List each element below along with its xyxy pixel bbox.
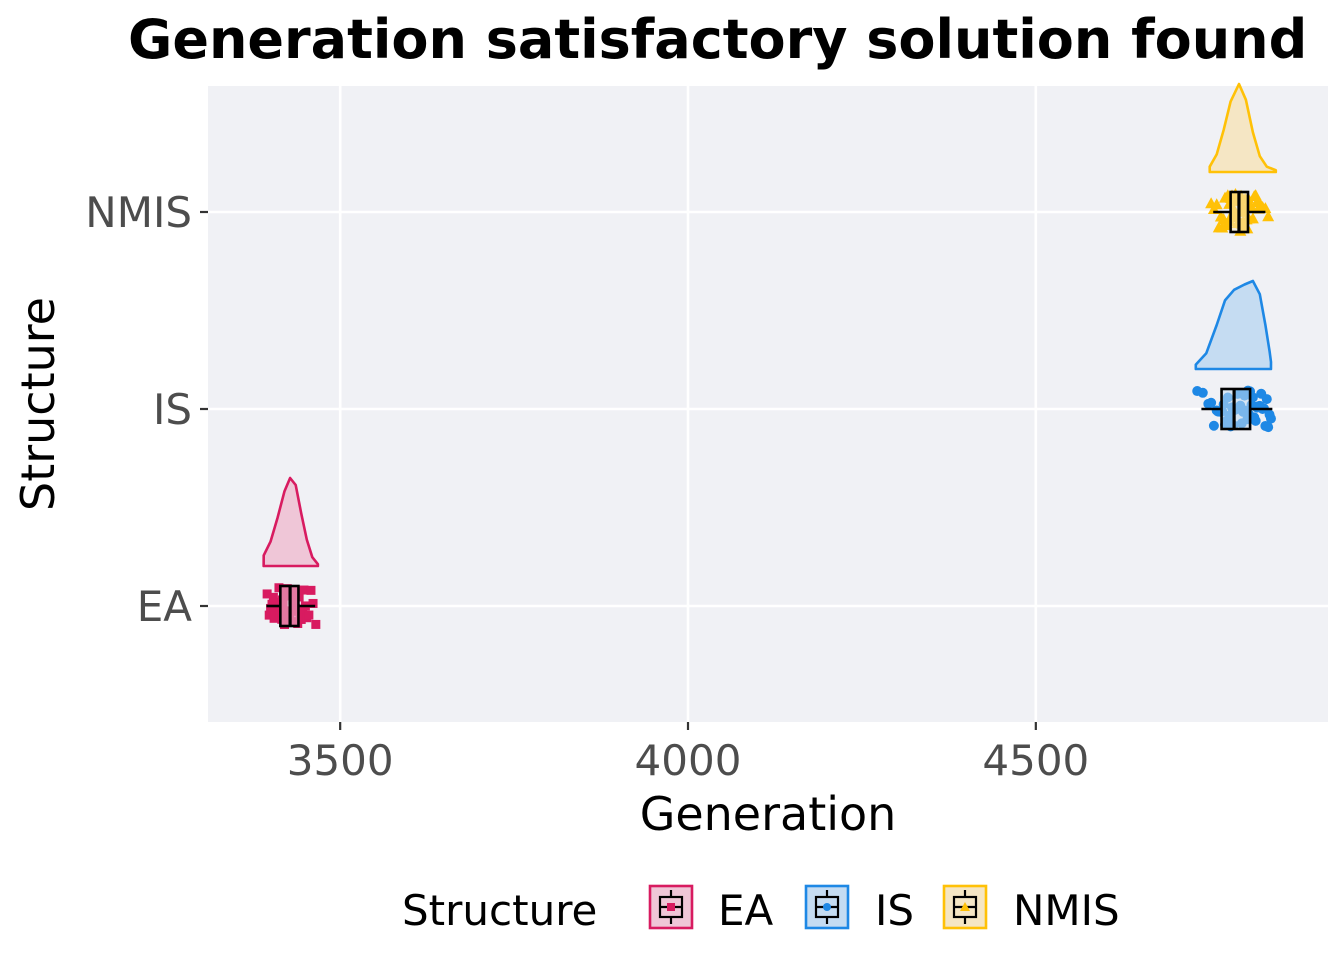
- point-ea: [262, 589, 272, 599]
- point-ea: [299, 585, 309, 595]
- legend-label-ea: EA: [718, 886, 774, 935]
- x-axis-ticks: 3500 4000 4500: [287, 722, 1089, 785]
- point-is: [1206, 397, 1217, 408]
- point-ea: [268, 592, 278, 602]
- density-nmis: [1208, 82, 1278, 174]
- point-nmis: [1246, 212, 1259, 224]
- legend-item-nmis: NMIS: [942, 884, 1120, 935]
- point-ea: [274, 583, 284, 593]
- y-tick-label-ea: EA: [137, 582, 193, 631]
- y-axis-label: Structure: [11, 297, 65, 511]
- point-is: [1263, 422, 1274, 433]
- point-nmis: [1259, 202, 1272, 214]
- boxplots: [266, 190, 1273, 628]
- point-ea: [308, 598, 318, 608]
- legend-item-ea: EA: [648, 884, 774, 935]
- legend-title: Structure: [402, 886, 597, 935]
- grid-lines: [208, 86, 1328, 722]
- box-is: [1220, 387, 1252, 431]
- point-nmis: [1210, 198, 1223, 210]
- legend-key-marker-ea: [667, 903, 675, 911]
- point-is: [1250, 415, 1261, 426]
- point-ea: [298, 606, 308, 616]
- density-ea: [262, 476, 320, 568]
- chart-title: Generation satisfactory solution found: [128, 8, 1307, 71]
- legend-item-is: IS: [804, 884, 914, 935]
- point-is: [1208, 420, 1219, 431]
- legend: Structure EA IS NMIS: [402, 884, 1120, 935]
- point-ea: [304, 610, 314, 620]
- density-is: [1194, 279, 1273, 371]
- point-ea: [311, 619, 321, 629]
- x-tick-label-4500: 4500: [982, 736, 1089, 785]
- legend-key-marker-is: [823, 903, 831, 911]
- point-ea: [306, 585, 316, 595]
- plot-panel: [208, 86, 1328, 722]
- x-axis-label: Generation: [640, 787, 897, 841]
- point-nmis: [1249, 189, 1262, 201]
- x-tick-label-3500: 3500: [287, 736, 394, 785]
- y-axis-ticks: EA IS NMIS: [85, 188, 208, 631]
- density-clouds: [262, 82, 1278, 568]
- y-tick-label-is: IS: [153, 385, 192, 434]
- y-tick-label-nmis: NMIS: [85, 188, 192, 237]
- point-nmis: [1262, 210, 1275, 222]
- point-ea: [264, 610, 274, 620]
- legend-label-nmis: NMIS: [1013, 886, 1120, 935]
- point-is: [1265, 413, 1276, 424]
- legend-key-marker-nmis: [960, 902, 970, 911]
- point-is: [1197, 387, 1208, 398]
- legend-label-is: IS: [875, 886, 914, 935]
- x-tick-label-4000: 4000: [635, 736, 742, 785]
- point-ea: [270, 611, 280, 621]
- point-is: [1261, 394, 1272, 405]
- point-ea: [296, 614, 306, 624]
